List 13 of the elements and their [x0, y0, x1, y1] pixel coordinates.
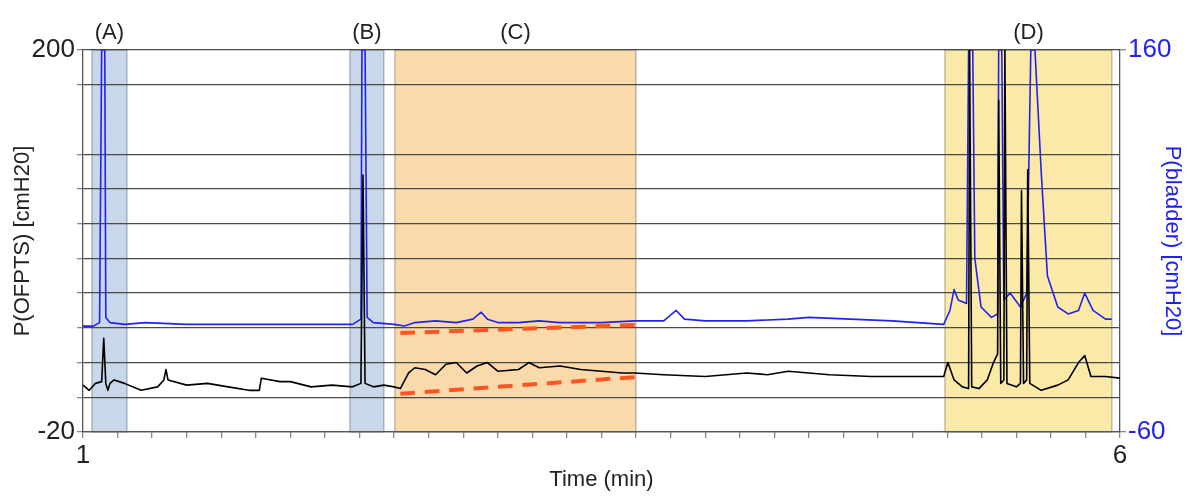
y-axis-title: P(OFPTS) [cmH20]: [9, 145, 35, 337]
band-label: (B): [352, 19, 382, 45]
y2-axis-title: P(bladder) [cmH20]: [1160, 145, 1186, 337]
x-tick-label: 6: [1112, 438, 1128, 469]
band-label: (C): [500, 19, 531, 45]
x-tick-label: 1: [75, 438, 91, 469]
y2-tick-label: 160: [1128, 33, 1172, 64]
band-label: (A): [94, 19, 125, 45]
y-tick-label: -20: [37, 415, 75, 446]
y2-tick-label: -60: [1128, 415, 1166, 446]
band-label: (D): [1013, 19, 1044, 45]
y-tick-label: 200: [31, 33, 75, 64]
x-axis-title: Time (min): [549, 465, 654, 491]
